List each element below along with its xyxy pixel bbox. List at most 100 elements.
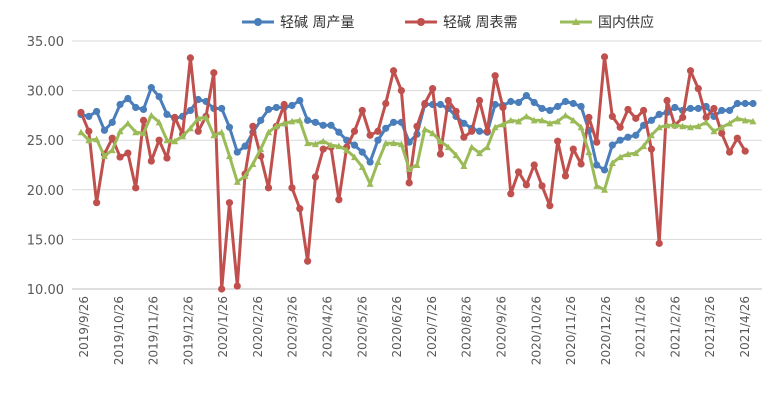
axes: 10.00 15.00 20.00 25.00 30.00 35.00 2019/9/26 2… (27, 35, 762, 365)
data-point (468, 127, 476, 135)
data-point (522, 181, 530, 189)
data-point (186, 54, 194, 62)
data-point (389, 118, 398, 126)
data-point (561, 172, 570, 180)
data-point (507, 97, 515, 106)
data-point (194, 114, 202, 122)
data-point (733, 134, 741, 142)
data-point (241, 172, 249, 179)
data-point (304, 116, 312, 124)
data-point (265, 128, 273, 136)
data-point (179, 132, 187, 140)
data-point (124, 94, 132, 103)
data-point (718, 129, 726, 137)
data-point (233, 282, 241, 290)
legend-item: 轻碱 周产量 (242, 15, 354, 31)
data-point (694, 122, 702, 130)
data-point (233, 178, 241, 185)
data-point (218, 285, 226, 293)
data-point (304, 257, 312, 265)
data-point (311, 118, 320, 126)
data-point (374, 158, 382, 166)
data-point (132, 128, 140, 136)
data-point (436, 150, 445, 158)
data-point (538, 116, 546, 124)
data-point (350, 127, 359, 135)
data-point (476, 149, 484, 157)
data-point (491, 123, 499, 131)
data-point (108, 146, 116, 154)
x-tick-label: 2020/7/26 (425, 296, 439, 358)
data-point (155, 136, 163, 144)
data-point (616, 136, 624, 144)
data-point (374, 127, 382, 135)
data-point (640, 142, 648, 150)
data-point (546, 119, 554, 127)
legend-item: 国内供应 (560, 14, 654, 31)
data-point (514, 98, 523, 107)
data-point (475, 127, 484, 135)
legend-label: 国内供应 (598, 14, 654, 31)
data-point (390, 139, 398, 147)
data-point (499, 103, 507, 112)
data-point (186, 124, 194, 132)
data-point (358, 106, 366, 115)
data-point (93, 135, 101, 143)
data-point (311, 140, 319, 148)
data-point (296, 116, 304, 124)
data-point (93, 107, 101, 116)
data-point (546, 202, 554, 210)
data-point (725, 148, 734, 156)
data-point (319, 145, 327, 153)
data-point (77, 108, 85, 117)
data-point (366, 158, 374, 166)
data-point (452, 107, 460, 116)
data-point (608, 112, 616, 120)
data-point (616, 123, 624, 131)
data-point (405, 179, 413, 187)
x-tick-label: 2021/4/26 (738, 296, 752, 358)
data-point (124, 149, 132, 157)
data-point (749, 117, 757, 125)
data-point (444, 143, 452, 151)
data-point (108, 118, 116, 126)
data-point (429, 129, 437, 137)
data-point (319, 137, 327, 145)
data-point (600, 166, 609, 174)
data-point (343, 146, 351, 154)
data-point (139, 116, 148, 124)
data-point (475, 96, 484, 105)
data-point (593, 182, 601, 189)
y-tick-label: 30.00 (27, 85, 64, 100)
data-point (124, 119, 132, 127)
x-tick-label: 2020/4/26 (321, 296, 335, 358)
data-point (686, 123, 694, 131)
data-point (569, 116, 577, 124)
data-point (554, 137, 562, 145)
data-point (600, 53, 609, 61)
x-tick-label: 2019/9/26 (77, 296, 91, 358)
data-point (671, 121, 679, 129)
data-point (647, 116, 656, 124)
data-point (311, 173, 320, 181)
legend-label: 轻碱 周表需 (443, 15, 517, 31)
data-point (522, 112, 530, 120)
data-point (241, 142, 249, 150)
data-point (694, 104, 702, 113)
data-point (726, 119, 734, 127)
data-point (288, 117, 296, 125)
data-point (491, 100, 499, 109)
legend-label: 轻碱 周产量 (280, 15, 354, 31)
data-point (452, 151, 460, 159)
y-tick-label: 10.00 (27, 283, 64, 298)
data-point (577, 160, 585, 168)
data-point (522, 91, 530, 100)
data-point (632, 131, 640, 139)
data-point (507, 116, 515, 124)
data-point (413, 122, 421, 130)
data-point (163, 110, 171, 119)
x-tick-label: 2019/12/26 (181, 296, 195, 365)
data-point (116, 100, 124, 109)
data-point (530, 116, 538, 124)
